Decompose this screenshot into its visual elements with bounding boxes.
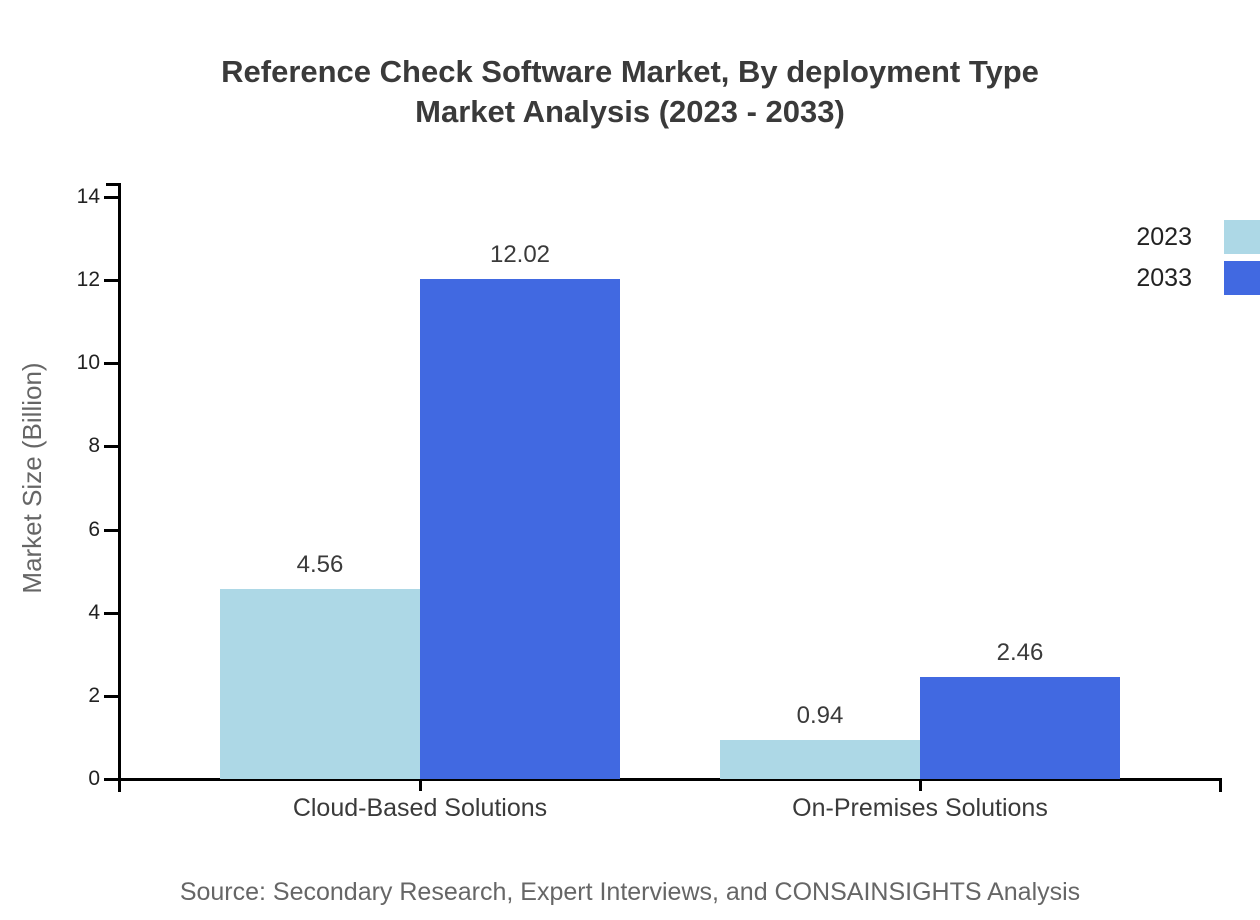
legend-item: 2033 (1100, 261, 1260, 295)
y-axis-end-cap (106, 183, 118, 186)
y-tick-mark (104, 695, 118, 698)
y-tick-label: 8 (88, 434, 100, 457)
x-tick-mark (919, 778, 922, 791)
y-tick-label: 10 (76, 351, 100, 374)
x-tick-mark (419, 778, 422, 791)
bar-2033 (420, 279, 620, 779)
bar-value-label: 12.02 (489, 241, 551, 268)
y-tick-label: 0 (88, 767, 100, 790)
chart-title-line1: Reference Check Software Market, By depl… (221, 54, 1039, 89)
y-tick-mark (104, 529, 118, 532)
bar-value-label: 0.94 (796, 702, 844, 729)
y-tick-label: 4 (88, 601, 100, 624)
x-category-label: Cloud-Based Solutions (292, 794, 548, 822)
chart-title-line2: Market Analysis (2023 - 2033) (415, 94, 845, 129)
y-tick-label: 14 (76, 185, 100, 208)
bar-value-label: 4.56 (296, 551, 344, 578)
y-tick-label: 12 (76, 268, 100, 291)
chart-title: Reference Check Software Market, By depl… (0, 52, 1260, 132)
bar-2023 (720, 740, 920, 779)
legend: 2023 2033 (1100, 220, 1260, 302)
bar-value-label: 2.46 (996, 639, 1044, 666)
y-tick-mark (104, 778, 118, 781)
y-tick-mark (104, 612, 118, 615)
legend-label: 2023 (1136, 222, 1192, 251)
x-axis-cap-right (1219, 778, 1222, 792)
legend-swatch (1224, 261, 1260, 295)
y-tick-mark (104, 279, 118, 282)
x-axis-cap-left (118, 778, 121, 792)
legend-swatch (1224, 220, 1260, 254)
legend-item: 2023 (1100, 220, 1260, 254)
x-axis-line (118, 778, 1222, 781)
y-tick-label: 2 (88, 684, 100, 707)
y-tick-label: 6 (88, 518, 100, 541)
y-tick-mark (104, 362, 118, 365)
y-axis-line (118, 183, 121, 781)
y-tick-mark (104, 196, 118, 199)
bar-2033 (920, 677, 1120, 779)
bar-2023 (220, 589, 420, 779)
source-note: Source: Secondary Research, Expert Inter… (179, 878, 1081, 906)
y-tick-mark (104, 445, 118, 448)
x-category-label: On-Premises Solutions (792, 794, 1048, 822)
legend-label: 2033 (1136, 263, 1192, 292)
